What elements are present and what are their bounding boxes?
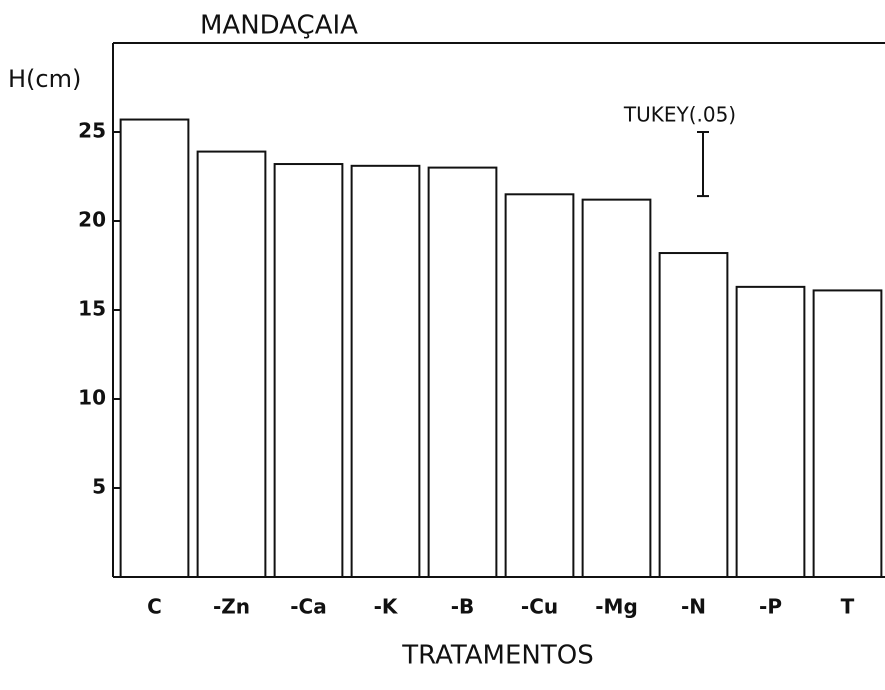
bar [735,285,806,578]
x-tick-label: -B [451,595,475,619]
x-tick-label: T [841,595,855,619]
bar [196,150,267,579]
bar [119,118,190,578]
y-axis-label: H(cm) [8,65,81,93]
y-tick-label: 20 [78,208,106,232]
x-axis-label: TRATAMENTOS [401,641,593,671]
x-tick-label: -Cu [521,595,558,619]
y-tick-label: 15 [78,297,106,321]
tukey-label: TUKEY(.05) [623,103,736,127]
y-tick-label: 10 [78,386,106,410]
bar [812,289,883,578]
bar [504,193,575,579]
y-tick-label: 5 [92,475,106,499]
x-tick-label: -Mg [595,595,638,619]
bar [581,198,652,578]
x-tick-label: C [147,595,162,619]
x-tick-label: -N [681,595,706,619]
bar [350,164,421,578]
chart-title: MANDAÇAIA [200,11,358,41]
y-tick-label: 25 [78,119,106,143]
bar [427,166,498,578]
x-tick-label: -K [374,595,399,619]
bar [273,163,344,578]
x-tick-label: -Zn [213,595,250,619]
x-tick-label: -P [759,595,782,619]
x-tick-label: -Ca [290,595,326,619]
bar [658,252,729,578]
